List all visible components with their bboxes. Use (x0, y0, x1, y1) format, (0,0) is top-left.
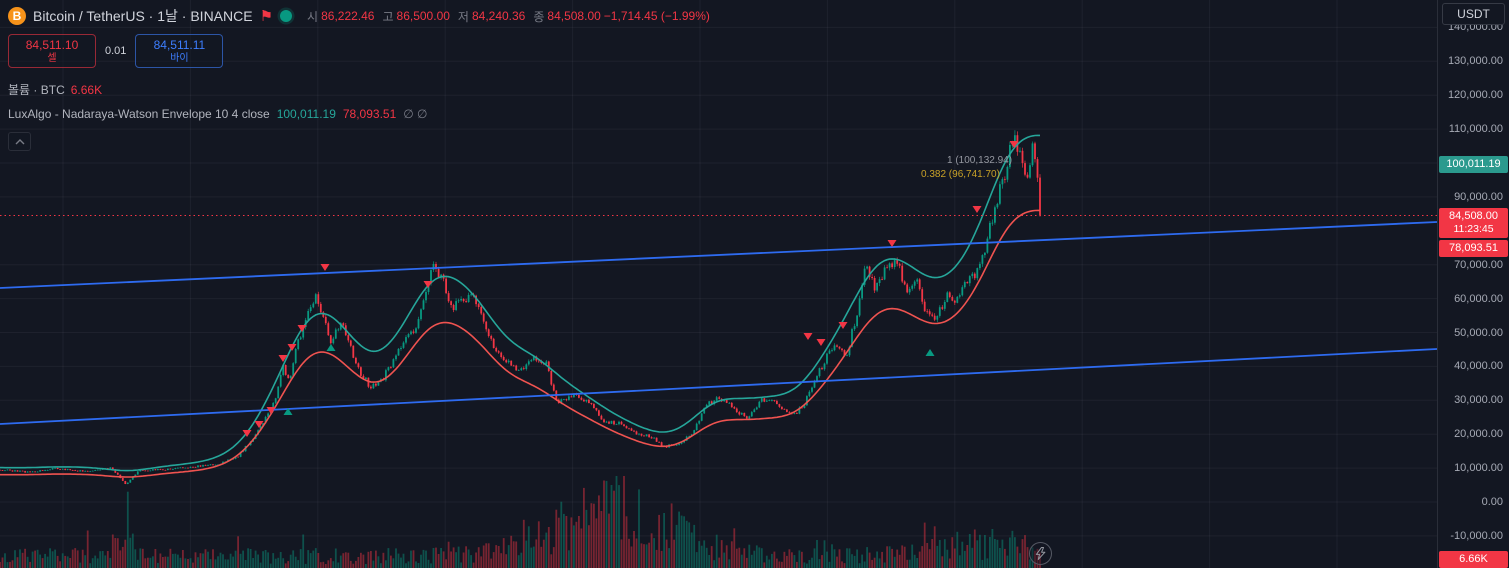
sell-signal-triangle-icon (972, 206, 982, 213)
sell-price: 84,511.10 (25, 37, 79, 52)
sell-signal-triangle-icon (242, 430, 252, 437)
sell-signal-triangle-icon (266, 407, 276, 414)
collapse-legend-button[interactable] (8, 132, 31, 151)
sell-signal-triangle-icon (423, 281, 433, 288)
price-axis-label: -10,000.00 (1450, 529, 1503, 542)
ohlc-values: 시 86,222.46 고 86,500.00 저 84,240.36 종 84… (307, 8, 710, 25)
indicator-lower-value: 78,093.51 (342, 107, 397, 121)
price-axis-label: 120,000.00 (1447, 89, 1503, 102)
indicator-upper-value: 100,011.19 (276, 107, 336, 121)
price-axis-label: 20,000.00 (1454, 428, 1503, 441)
price-axis-label: 0.00 (1481, 496, 1503, 508)
sell-signal-triangle-icon (278, 355, 288, 362)
change-value: −1,714.45 (−1.99%) (603, 9, 710, 23)
volume-legend-row[interactable]: 볼륨 · BTC 6.66K (8, 81, 710, 98)
price-axis-label: 10,000.00 (1454, 462, 1503, 475)
low-label: 저 (457, 9, 469, 24)
price-axis-badge: 100,011.19 (1439, 156, 1508, 173)
candlestick-chart[interactable]: 1 (100,132.94) 0.382 (96,741.70) (0, 0, 1437, 568)
indicator-title: LuxAlgo - Nadaraya-Watson Envelope 10 4 … (8, 107, 270, 121)
buy-signal-triangle-icon (925, 349, 935, 356)
buy-label: 바이 (170, 52, 189, 64)
close-label: 종 (533, 9, 545, 24)
price-axis-label: 30,000.00 (1454, 394, 1503, 407)
price-axis[interactable]: USDT 140,000.00 130,000.00 120,000.00 110,0… (1437, 0, 1509, 568)
buy-price: 84,511.11 (153, 37, 206, 52)
price-axis-label: 90,000.00 (1454, 190, 1503, 203)
price-axis-label: 130,000.00 (1447, 55, 1503, 68)
sell-signal-triangle-icon (287, 344, 297, 351)
open-value: 86,222.46 (321, 9, 375, 23)
currency-toggle-button[interactable]: USDT (1442, 3, 1505, 25)
svg-text:0.382 (96,741.70): 0.382 (96,741.70) (921, 169, 1000, 180)
svg-text:1 (100,132.94): 1 (100,132.94) (947, 155, 1012, 166)
sell-signal-triangle-icon (816, 339, 826, 346)
market-status-icon[interactable] (280, 10, 293, 22)
chart-legend: B Bitcoin / TetherUS · 1날 · BINANCE ⚑ 시 … (8, 6, 710, 151)
high-value: 86,500.00 (396, 9, 450, 23)
chart-area[interactable]: 1 (100,132.94) 0.382 (96,741.70) B Bitcoi… (0, 0, 1437, 568)
close-value: 84,508.00 (547, 9, 601, 23)
buy-button[interactable]: 84,511.11 바이 (135, 34, 224, 68)
sell-signal-triangle-icon (297, 325, 307, 332)
sell-signal-triangle-icon (254, 421, 264, 428)
sell-label: 셀 (47, 52, 57, 64)
price-axis-label: 70,000.00 (1454, 258, 1503, 271)
chevron-up-icon (15, 138, 24, 144)
volume-value: 6.66K (70, 82, 103, 97)
flag-icon[interactable]: ⚑ (259, 7, 274, 25)
high-label: 고 (382, 9, 394, 24)
symbol-title[interactable]: Bitcoin / TetherUS · 1날 · BINANCE (33, 8, 253, 24)
price-axis-label: 60,000.00 (1454, 292, 1503, 305)
price-axis-label: 40,000.00 (1454, 360, 1503, 373)
low-value: 84,240.36 (471, 9, 526, 23)
buy-signal-triangle-icon (326, 344, 336, 351)
volume-label: 볼륨 · BTC (8, 83, 65, 97)
sell-signal-triangle-icon (1009, 141, 1019, 148)
sell-signal-triangle-icon (320, 264, 330, 271)
buy-signal-triangle-icon (283, 408, 293, 415)
bitcoin-logo-icon: B (8, 7, 26, 25)
price-axis-badge: 78,093.51 (1439, 240, 1508, 257)
sell-button[interactable]: 84,511.10 셀 (8, 34, 96, 68)
quick-trade-lightning-button[interactable] (1029, 542, 1052, 565)
sell-signal-triangle-icon (803, 333, 813, 340)
lightning-icon (1035, 547, 1046, 560)
price-axis-label: 50,000.00 (1454, 326, 1503, 339)
sell-signal-triangle-icon (887, 240, 897, 247)
price-axis-badge: 6.66K (1439, 551, 1508, 568)
spread-value: 0.01 (105, 45, 127, 57)
symbol-row: B Bitcoin / TetherUS · 1날 · BINANCE ⚑ 시 … (8, 6, 710, 26)
indicator-null-values: ∅ ∅ (403, 107, 428, 121)
trade-panel: 84,511.10 셀 0.01 84,511.11 바이 (8, 34, 710, 68)
sell-signal-triangle-icon (838, 322, 848, 329)
price-axis-label: 110,000.00 (1448, 123, 1503, 136)
price-axis-badge: 84,508.00 11:23:45 (1439, 208, 1508, 238)
indicator-legend-row[interactable]: LuxAlgo - Nadaraya-Watson Envelope 10 4 … (8, 107, 710, 121)
open-label: 시 (307, 9, 319, 24)
